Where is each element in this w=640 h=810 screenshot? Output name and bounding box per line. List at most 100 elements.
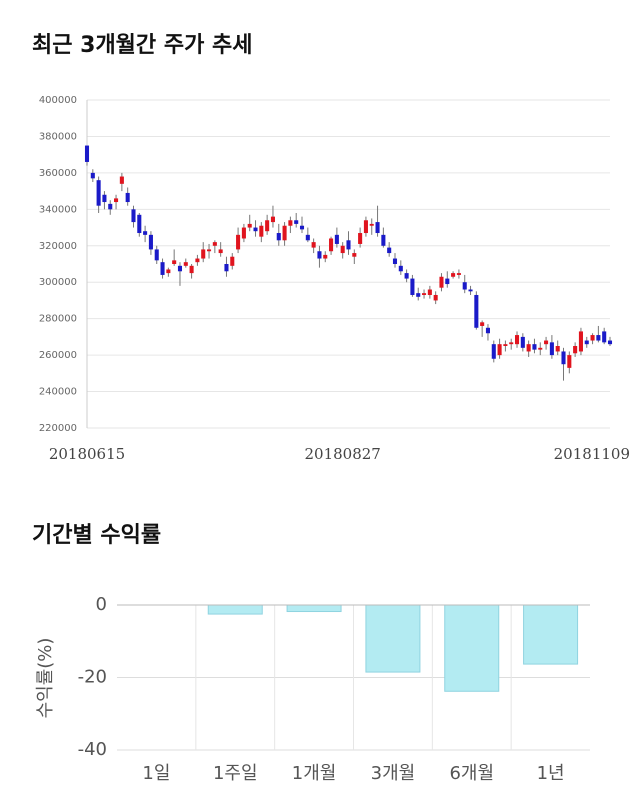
- candle-body: [340, 245, 345, 254]
- candle-body: [485, 327, 491, 334]
- candle-body: [456, 273, 461, 275]
- candle-body: [90, 172, 95, 179]
- candle-body: [270, 216, 275, 223]
- candle-body: [125, 192, 130, 203]
- candle-body: [416, 293, 421, 297]
- y-tick-label: -20: [78, 667, 107, 688]
- candle-body: [398, 265, 403, 272]
- candle-body: [265, 220, 270, 232]
- candle-body: [183, 262, 188, 266]
- y-tick-label: 380000: [39, 131, 77, 142]
- candle-body: [131, 209, 136, 223]
- candle-body: [584, 340, 589, 345]
- candle-body: [114, 198, 119, 203]
- candle-body: [520, 336, 525, 348]
- candle-body: [462, 282, 467, 290]
- x-tick-label: 1일: [142, 763, 170, 784]
- candle-body: [230, 256, 235, 266]
- candle-body: [427, 289, 432, 295]
- candle-body: [590, 335, 595, 341]
- candle-body: [311, 242, 316, 248]
- candle-body: [392, 258, 398, 264]
- y-axis-label: 수익률(%): [35, 638, 56, 719]
- candle-body: [241, 227, 246, 239]
- x-tick-label: 3개월: [371, 763, 416, 784]
- candle-body: [480, 322, 485, 326]
- bar: [444, 604, 500, 692]
- candle-body: [561, 351, 566, 365]
- candle-body: [445, 278, 450, 285]
- candle-body: [422, 293, 427, 295]
- candle-body: [323, 254, 328, 259]
- candle-body: [259, 225, 264, 237]
- candle-body: [294, 220, 299, 224]
- candle-body: [549, 342, 554, 356]
- candle-body: [282, 225, 287, 241]
- bar: [207, 604, 263, 615]
- candle-body: [334, 234, 339, 244]
- bar: [286, 604, 342, 613]
- candle-body: [503, 344, 508, 346]
- candle-body: [276, 233, 281, 241]
- x-tick-label: 1주일: [213, 763, 258, 784]
- candle-body: [137, 214, 142, 234]
- candle-body: [236, 234, 241, 250]
- candle-body: [596, 335, 601, 341]
- bar: [523, 604, 579, 665]
- candle-body: [189, 265, 194, 274]
- candle-body: [387, 247, 392, 254]
- candle-body: [497, 344, 502, 356]
- y-tick-label: 220000: [39, 423, 77, 434]
- candle-body: [375, 222, 380, 234]
- candle-body: [358, 233, 363, 244]
- y-tick-label: 320000: [39, 241, 77, 252]
- y-tick-label: 400000: [39, 95, 77, 106]
- candle-body: [172, 260, 177, 264]
- candle-body: [148, 234, 153, 250]
- x-tick-label: 1년: [537, 763, 565, 784]
- y-tick-label: 0: [96, 594, 107, 615]
- candle-body: [84, 145, 90, 162]
- candle-body: [381, 234, 386, 246]
- chart-title: 기간별 수익률: [32, 523, 161, 548]
- x-tick-label: 20180615: [49, 445, 125, 463]
- bar: [365, 604, 421, 673]
- candle-body: [253, 227, 258, 232]
- candle-body: [526, 344, 531, 352]
- candle-body: [573, 346, 578, 354]
- candle-body: [439, 276, 444, 288]
- y-tick-label: -40: [78, 739, 107, 760]
- candle-body: [567, 355, 572, 368]
- candle-body: [102, 194, 107, 203]
- candle-body: [305, 234, 310, 241]
- candle-body: [288, 220, 293, 226]
- candle-body: [404, 273, 409, 279]
- candle-body: [363, 220, 368, 234]
- candle-body: [602, 331, 607, 343]
- candle-body: [544, 340, 549, 345]
- candle-body: [96, 180, 101, 206]
- candle-body: [218, 249, 223, 254]
- candle-body: [224, 264, 229, 272]
- candle-body: [491, 344, 496, 359]
- candle-body: [201, 249, 206, 259]
- y-tick-label: 240000: [39, 387, 77, 398]
- candle-body: [195, 258, 200, 263]
- candle-body: [317, 251, 322, 259]
- candle-body: [451, 273, 456, 277]
- candle-body: [369, 223, 374, 226]
- y-tick-label: 280000: [39, 314, 77, 325]
- y-tick-label: 300000: [39, 277, 77, 288]
- candle-body: [474, 294, 479, 328]
- candle-body: [578, 331, 583, 352]
- candle-body: [555, 346, 560, 352]
- candle-body: [177, 265, 183, 272]
- candle-body: [108, 203, 113, 210]
- candle-body: [154, 249, 159, 261]
- candle-body: [607, 340, 613, 345]
- y-tick-label: 340000: [39, 204, 77, 215]
- candle-body: [329, 238, 334, 252]
- candle-body: [212, 242, 217, 246]
- candle-body: [160, 262, 165, 275]
